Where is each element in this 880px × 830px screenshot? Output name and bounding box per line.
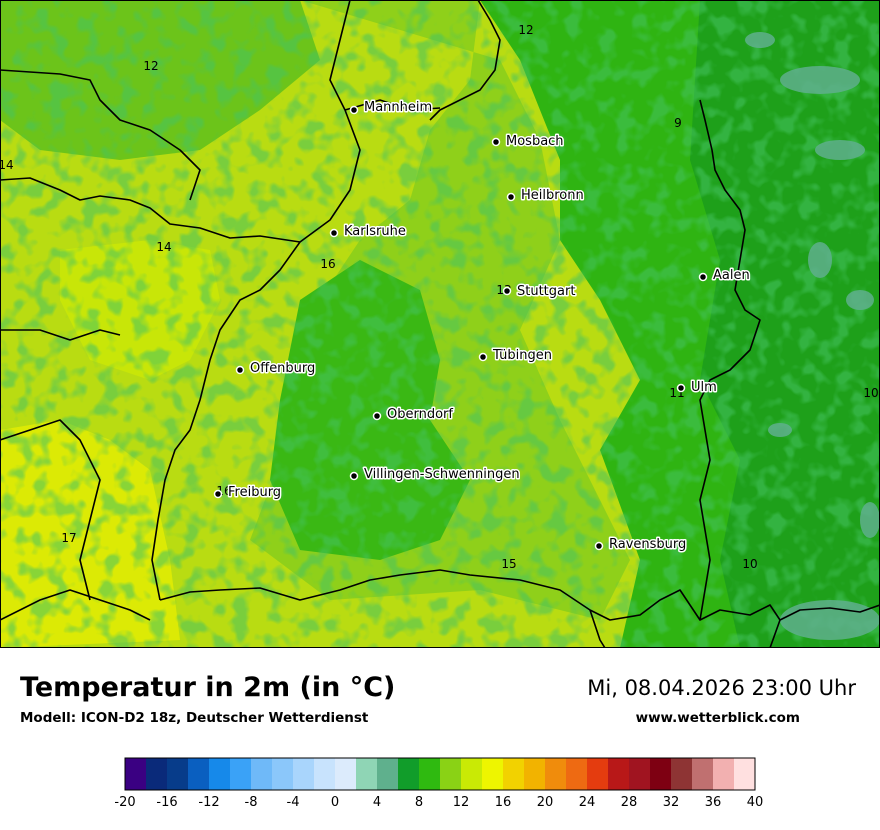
legend-color-box <box>377 758 399 790</box>
legend-color-box <box>608 758 630 790</box>
iso-label: 16 <box>320 257 335 271</box>
iso-label: 10 <box>742 557 757 571</box>
legend-color-box <box>125 758 147 790</box>
legend-tick-label: -8 <box>245 795 258 810</box>
legend-tick-label: 24 <box>579 795 596 810</box>
legend-color-box <box>482 758 504 790</box>
legend-tick-label: 0 <box>331 795 339 810</box>
legend-color-box <box>545 758 567 790</box>
footer: Temperatur in 2m (in °C) Modell: ICON-D2… <box>0 648 880 830</box>
legend-tick-label: -4 <box>287 795 300 810</box>
city-karlsruhe[interactable]: Karlsruhe <box>329 223 407 241</box>
legend-color-box <box>671 758 693 790</box>
iso-label: 14 <box>156 240 171 254</box>
city-label: Heilbronn <box>521 188 584 203</box>
legend-color-box <box>650 758 672 790</box>
map-title: Temperatur in 2m (in °C) <box>20 672 396 703</box>
legend-boxes <box>124 757 756 791</box>
city-stuttgart[interactable]: Stuttgart <box>502 283 577 301</box>
iso-label: 12 <box>143 59 158 73</box>
legend-ticks: -20 -16 -12 -8 -4 0 4 8 12 16 20 24 28 32 36 40 <box>114 795 763 810</box>
legend-color-box <box>314 758 336 790</box>
iso-label: 15 <box>501 557 516 571</box>
iso-label: 17 <box>61 531 76 545</box>
city-mannheim[interactable]: Mannheim <box>349 99 434 117</box>
legend-color-box <box>272 758 294 790</box>
city-label: Aalen <box>713 268 750 283</box>
city-label: Mosbach <box>506 134 564 149</box>
iso-label: 14 <box>0 158 14 172</box>
legend-color-box <box>188 758 210 790</box>
city-markers: Mannheim Mosbach Heilbronn Karlsruhe Stu… <box>213 99 751 554</box>
legend-color-box <box>440 758 462 790</box>
legend-color-box <box>293 758 315 790</box>
city-offenburg[interactable]: Offenburg <box>235 360 317 378</box>
legend-color-box <box>419 758 441 790</box>
iso-label: 10 <box>863 386 878 400</box>
city-aalen[interactable]: Aalen <box>698 267 751 285</box>
legend-color-box <box>587 758 609 790</box>
city-heilbronn[interactable]: Heilbronn <box>506 187 585 205</box>
temperature-map: 12 12 9 14 14 16 13 11 10 16 17 15 10 Ma… <box>0 0 880 648</box>
legend-color-box <box>713 758 735 790</box>
model-source: Modell: ICON-D2 18z, Deutscher Wetterdie… <box>20 710 369 726</box>
legend-tick-label: 28 <box>621 795 638 810</box>
city-mosbach[interactable]: Mosbach <box>491 133 565 151</box>
legend-color-box <box>566 758 588 790</box>
forecast-datetime: Mi, 08.04.2026 23:00 Uhr <box>587 676 856 700</box>
legend-tick-label: 16 <box>495 795 512 810</box>
legend-color-box <box>398 758 420 790</box>
city-label: Karlsruhe <box>344 224 406 239</box>
legend-tick-label: 8 <box>415 795 423 810</box>
legend-color-box <box>356 758 378 790</box>
legend-tick-label: -12 <box>198 795 219 810</box>
legend-color-box <box>251 758 273 790</box>
legend-tick-label: 40 <box>747 795 764 810</box>
city-freiburg[interactable]: Freiburg <box>213 484 283 502</box>
city-villingen-schwenningen[interactable]: Villingen-Schwenningen <box>349 466 521 484</box>
legend-color-box <box>461 758 483 790</box>
city-label: Ravensburg <box>609 537 686 552</box>
city-label: Mannheim <box>364 100 432 115</box>
legend-color-box <box>734 758 756 790</box>
legend-color-box <box>209 758 231 790</box>
website-link[interactable]: www.wetterblick.com <box>635 710 800 726</box>
city-tuebingen[interactable]: Tübingen <box>478 347 554 365</box>
legend-frame <box>124 757 756 791</box>
city-label: Tübingen <box>492 348 552 363</box>
city-label: Villingen-Schwenningen <box>364 467 520 482</box>
city-ulm[interactable]: Ulm <box>676 379 718 397</box>
borders <box>0 0 880 648</box>
legend-color-box <box>146 758 168 790</box>
legend-color-box <box>230 758 252 790</box>
city-label: Stuttgart <box>517 284 575 299</box>
legend-color-box <box>335 758 357 790</box>
city-oberndorf[interactable]: Oberndorf <box>372 406 455 424</box>
legend-tick-label: 4 <box>373 795 381 810</box>
color-legend: -20 -16 -12 -8 -4 0 4 8 12 16 20 24 28 32 36 40 <box>114 757 763 810</box>
city-label: Freiburg <box>228 485 281 500</box>
temperature-texture <box>0 0 880 648</box>
legend-tick-label: -20 <box>114 795 135 810</box>
city-label: Offenburg <box>250 361 315 376</box>
city-ravensburg[interactable]: Ravensburg <box>594 536 688 554</box>
legend-color-box <box>167 758 189 790</box>
legend-tick-label: 12 <box>453 795 470 810</box>
iso-label: 9 <box>674 116 682 130</box>
legend-tick-label: -16 <box>156 795 177 810</box>
legend-tick-label: 36 <box>705 795 722 810</box>
legend-color-box <box>524 758 546 790</box>
city-label: Oberndorf <box>387 407 453 422</box>
legend-color-box <box>503 758 525 790</box>
legend-color-box <box>629 758 651 790</box>
legend-color-box <box>692 758 714 790</box>
city-label: Ulm <box>691 380 717 395</box>
legend-tick-label: 32 <box>663 795 680 810</box>
iso-label: 12 <box>518 23 533 37</box>
legend-tick-label: 20 <box>537 795 554 810</box>
